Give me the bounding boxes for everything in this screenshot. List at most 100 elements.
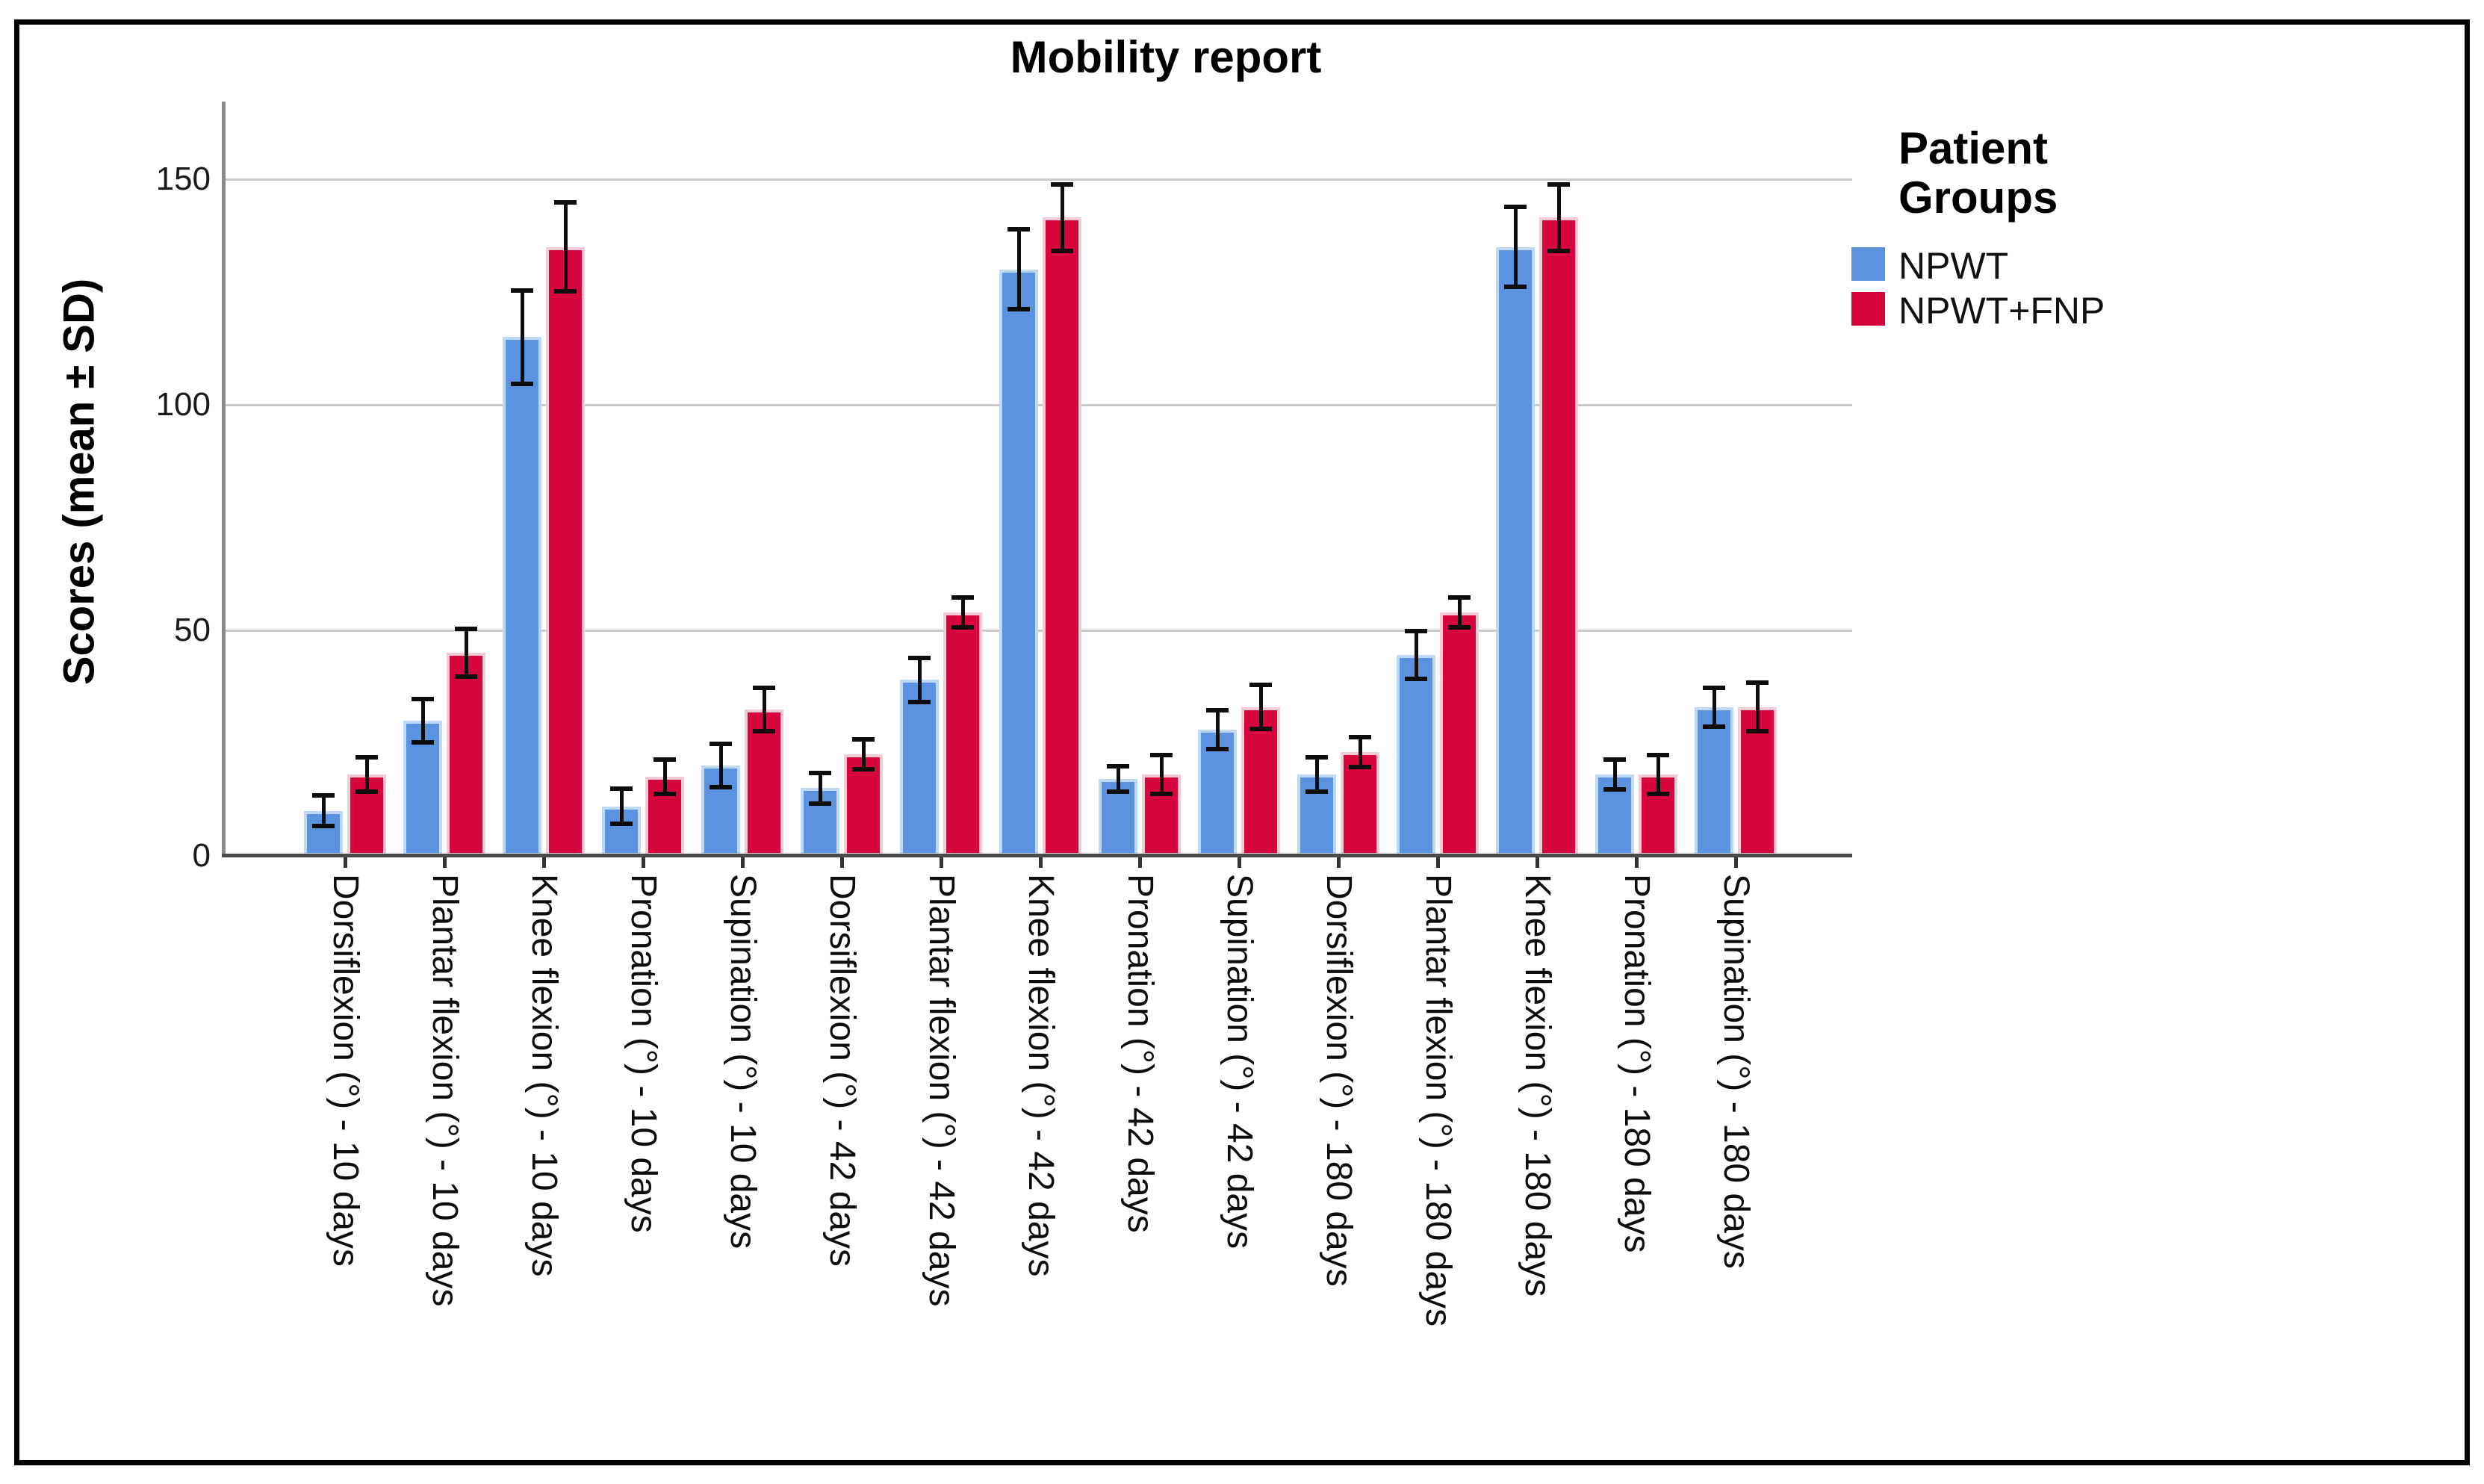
error-bar-cap-bottom: [1051, 248, 1073, 253]
error-bar-cap-bottom: [1746, 728, 1769, 733]
error-bar-cap-bottom: [610, 821, 633, 826]
error-bar-cap-top: [852, 736, 875, 742]
error-bar-cap-bottom: [1405, 677, 1427, 682]
figure-border: Mobility report Scores (mean ± SD) 0 50 10…: [14, 19, 2470, 1465]
error-bar-line: [1414, 630, 1418, 680]
error-bar-cap-bottom: [355, 789, 378, 795]
error-bar-line: [364, 757, 369, 793]
error-bar-cap-top: [1405, 629, 1427, 633]
error-bar-cap-bottom: [554, 289, 577, 294]
y-axis-title: Scores (mean ± SD): [55, 278, 104, 686]
error-bar-cap-bottom: [1150, 792, 1173, 797]
x-category-label-5: Supination (°) - 10 days: [723, 874, 763, 1249]
x-tick-14: [1635, 857, 1639, 868]
error-bar-cap-top: [908, 656, 931, 661]
error-bar-cap-top: [1547, 182, 1570, 187]
error-bar-cap-bottom: [511, 381, 533, 386]
error-bar-line: [960, 596, 965, 628]
error-bar-cap-top: [1249, 683, 1272, 688]
error-bar-cap-bottom: [1349, 765, 1371, 770]
error-bar-cap-bottom: [1305, 789, 1328, 795]
bar-npwt-12: [1397, 655, 1435, 856]
bar-npwt-fnp-8: [1043, 217, 1081, 856]
bar-npwt-fnp-13: [1539, 217, 1578, 856]
x-tick-11: [1337, 857, 1341, 868]
error-bar-cap-bottom: [1107, 789, 1129, 795]
error-bar-line: [1016, 229, 1021, 311]
x-category-label-4: Pronation (°) - 10 days: [624, 874, 663, 1233]
error-bar-line: [1060, 184, 1064, 252]
error-bar-line: [1612, 759, 1617, 791]
error-bar-line: [464, 627, 468, 678]
y-axis-line: [222, 102, 226, 857]
legend-label-npwt: NPWT: [1898, 245, 2009, 287]
gridline-150: [226, 178, 1852, 181]
legend-swatch-npwt-fnp: [1851, 292, 1885, 326]
error-bar-line: [861, 738, 866, 771]
error-bar-line: [1656, 754, 1660, 795]
x-tick-12: [1436, 857, 1440, 868]
error-bar-cap-bottom: [312, 823, 335, 828]
x-tick-10: [1238, 857, 1241, 868]
error-bar-cap-top: [653, 757, 676, 763]
error-bar-line: [762, 686, 766, 732]
bar-npwt-fnp-10: [1241, 707, 1280, 856]
x-tick-2: [443, 857, 447, 868]
error-bar-line: [1215, 709, 1220, 751]
error-bar-cap-bottom: [653, 792, 676, 797]
error-bar-line: [718, 743, 723, 789]
x-category-label-11: Dorsiflexion (°) - 180 days: [1319, 874, 1359, 1287]
error-bar-cap-bottom: [1249, 726, 1272, 731]
error-bar-line: [420, 698, 425, 743]
error-bar-cap-top: [455, 626, 477, 631]
bar-npwt-13: [1496, 246, 1535, 856]
error-bar-cap-top: [1051, 182, 1073, 187]
error-bar-line: [1457, 596, 1462, 628]
chart-title: Mobility report: [1010, 32, 1322, 82]
error-bar-cap-bottom: [412, 740, 434, 745]
error-bar-line: [662, 759, 667, 795]
bar-npwt-7: [900, 680, 939, 856]
error-bar-cap-top: [1448, 594, 1471, 600]
error-bar-cap-bottom: [1206, 747, 1229, 752]
error-bar-cap-bottom: [1504, 284, 1527, 289]
bar-npwt-fnp-7: [943, 612, 982, 856]
x-category-label-7: Plantar flexion (°) - 42 days: [922, 874, 961, 1307]
x-category-label-13: Knee flexion (°) - 180 days: [1518, 874, 1557, 1297]
x-tick-15: [1734, 857, 1738, 868]
error-bar-cap-bottom: [951, 624, 974, 630]
y-tick-label-50: 50: [174, 612, 211, 648]
x-tick-4: [642, 857, 645, 868]
legend-swatch-npwt: [1851, 247, 1885, 281]
bar-npwt-fnp-12: [1440, 612, 1479, 856]
x-tick-3: [542, 857, 546, 868]
error-bar-line: [1258, 684, 1263, 730]
x-tick-6: [840, 857, 844, 868]
error-bar-cap-top: [554, 200, 577, 205]
error-bar-cap-bottom: [710, 785, 732, 790]
error-bar-line: [1159, 754, 1164, 795]
error-bar-cap-top: [1746, 680, 1769, 686]
error-bar-line: [520, 289, 524, 385]
y-tick-label-0: 0: [192, 837, 211, 874]
x-category-label-6: Dorsiflexion (°) - 42 days: [822, 874, 862, 1267]
error-bar-cap-top: [710, 742, 732, 746]
error-bar-cap-bottom: [455, 674, 477, 680]
error-bar-cap-bottom: [1647, 792, 1669, 797]
y-tick-label-100: 100: [155, 386, 211, 423]
error-bar-cap-bottom: [908, 699, 931, 704]
x-tick-13: [1536, 857, 1539, 868]
error-bar-line: [1755, 682, 1760, 732]
x-category-label-15: Supination (°) - 180 days: [1716, 874, 1756, 1269]
error-bar-cap-bottom: [1547, 248, 1570, 253]
error-bar-cap-bottom: [1448, 624, 1471, 630]
bar-npwt-fnp-3: [546, 246, 585, 856]
bar-npwt-15: [1695, 707, 1733, 856]
bar-npwt-3: [503, 337, 541, 856]
x-category-label-2: Plantar flexion (°) - 10 days: [425, 874, 465, 1307]
bar-npwt-fnp-11: [1341, 752, 1379, 856]
error-bar-cap-top: [1206, 707, 1229, 712]
x-category-label-3: Knee flexion (°) - 10 days: [524, 874, 564, 1277]
error-bar-cap-top: [809, 771, 831, 776]
